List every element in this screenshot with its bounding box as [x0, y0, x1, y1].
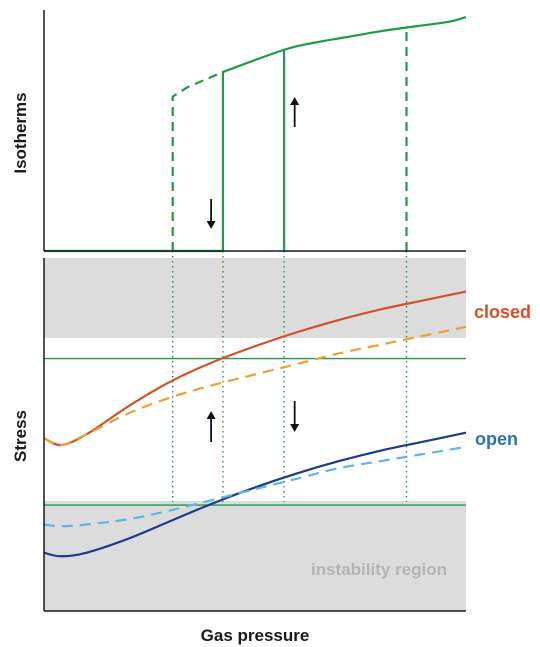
stress-curve-dashed [43, 445, 467, 528]
bottom-y-axis-label: Stress [11, 410, 30, 462]
bottom-arrow-up [206, 411, 216, 442]
top-arrow-up [290, 97, 300, 127]
isotherm-series [44, 15, 467, 253]
instability-shade-lower [44, 501, 466, 611]
open-label: open [475, 429, 518, 449]
closed-label: closed [474, 302, 531, 322]
open-curve-solid [43, 431, 467, 558]
stress-curve-dashed [43, 325, 467, 447]
bottom-arrow-down [290, 401, 300, 432]
top-arrow-down [206, 199, 216, 229]
isotherm-segment-1 [44, 15, 467, 253]
stress-series [43, 290, 467, 558]
instability-region-label: instability region [311, 560, 447, 579]
arrows [206, 97, 300, 442]
isotherm-segment-2 [171, 70, 224, 251]
instability-shade-upper [44, 258, 466, 338]
top-y-axis-label: Isotherms [11, 92, 30, 173]
x-axis-label: Gas pressure [201, 626, 310, 645]
vertical-guide-lines [172, 251, 408, 502]
threshold-lines [44, 357, 466, 506]
